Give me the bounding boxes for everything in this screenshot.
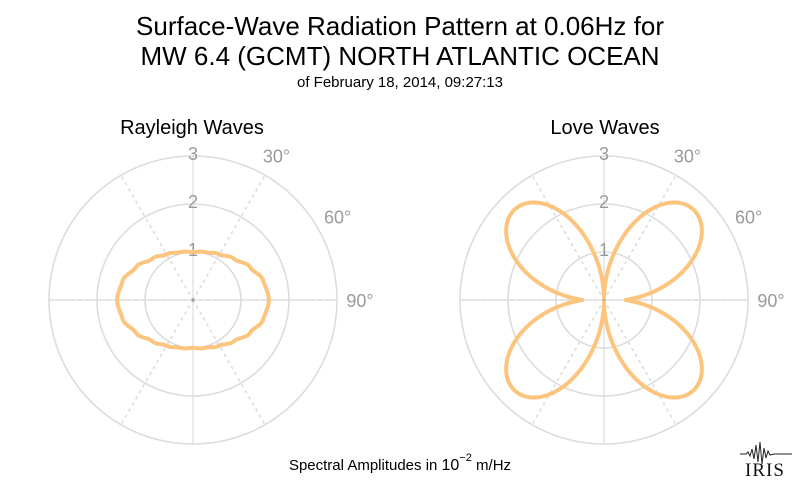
rayleigh-polar-plot: 123 30°60°90°	[48, 144, 374, 445]
angle-tick-label: 30°	[263, 146, 290, 166]
grid-spoke-dotted	[192, 299, 266, 426]
grid-ring-3	[459, 155, 749, 445]
radial-tick-label: 3	[599, 144, 609, 164]
angle-tick-label: 60°	[735, 208, 762, 228]
grid-ring-2	[96, 203, 290, 397]
units-exponent: −2	[459, 452, 472, 464]
iris-logo: IRIS	[745, 460, 785, 481]
radial-tick-label: 1	[599, 240, 609, 260]
angle-tick-label: 60°	[324, 208, 351, 228]
radial-tick-label: 2	[188, 192, 198, 212]
chart-title-line1: Surface-Wave Radiation Pattern at 0.06Hz…	[136, 11, 664, 41]
units-prefix: Spectral Amplitudes in	[288, 457, 442, 474]
angle-tick-label: 90°	[346, 291, 373, 311]
radiation-pattern-curve	[115, 249, 271, 351]
rayleigh-title: Rayleigh Waves	[120, 117, 264, 139]
grid-spoke-dotted	[120, 174, 194, 301]
grid-ring-3	[48, 155, 338, 445]
radial-tick-label: 3	[188, 144, 198, 164]
angle-tick-label: 90°	[757, 291, 784, 311]
units-base: 10	[441, 457, 460, 474]
grid-spoke-dotted	[531, 299, 605, 426]
units-suffix: m/Hz	[471, 457, 512, 474]
grid-ring-1	[555, 251, 653, 349]
center-dot	[191, 298, 195, 302]
grid-spoke-dotted	[120, 299, 194, 426]
radiation-pattern-curve	[504, 200, 704, 400]
love-polar-plot: 1 2 3 30° 60° 90°	[459, 144, 785, 445]
chart-date-line: of February 18, 2014, 09:27:13	[297, 74, 503, 91]
angle-tick-label: 30°	[674, 146, 701, 166]
grid-spoke-dotted	[603, 299, 677, 426]
grid-ring-2	[507, 203, 701, 397]
grid-spoke-dotted	[603, 174, 677, 301]
chart-title-line2: MW 6.4 (GCMT) NORTH ATLANTIC OCEAN	[140, 41, 660, 71]
love-title: Love Waves	[550, 117, 660, 139]
grid-spoke-dotted	[192, 174, 266, 301]
radial-tick-label: 2	[599, 192, 609, 212]
amplitude-units-label: Spectral Amplitudes in 10−2 m/Hz	[0, 452, 800, 475]
grid-spoke-dotted	[531, 174, 605, 301]
iris-seismogram-logo-icon	[740, 441, 792, 465]
